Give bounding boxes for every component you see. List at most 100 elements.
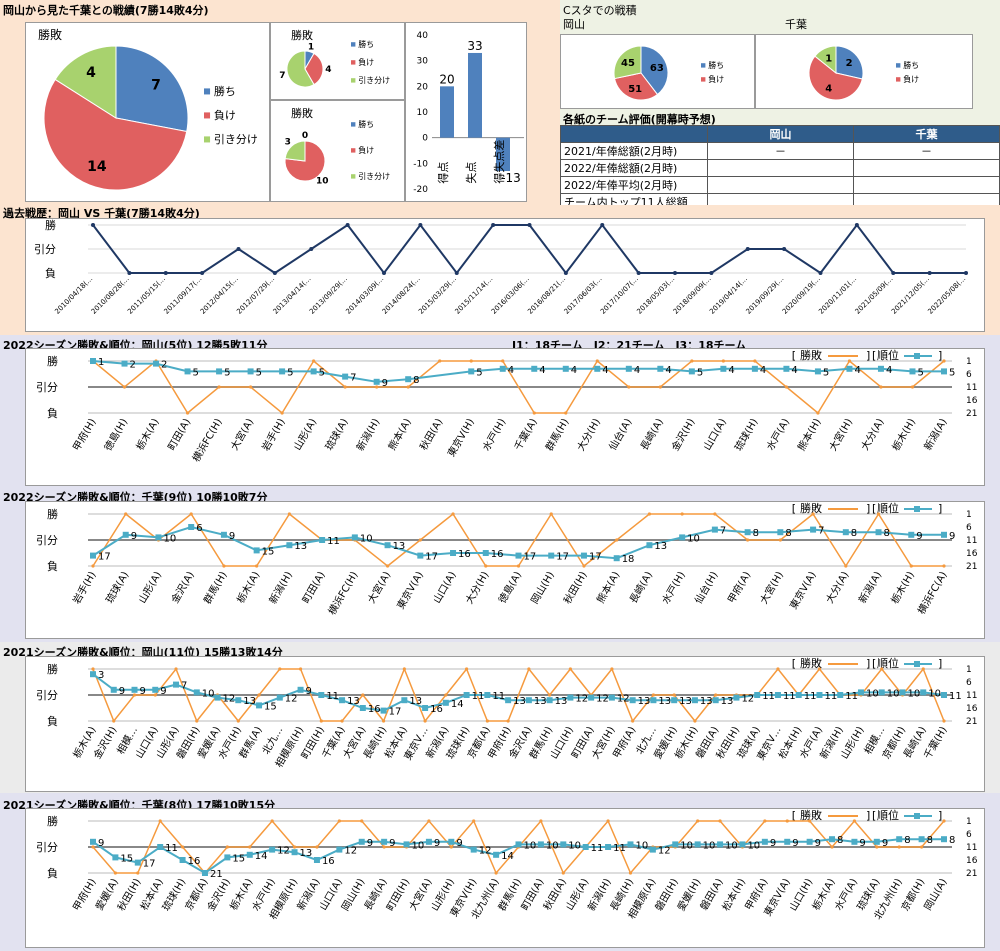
rank-point <box>657 365 664 372</box>
season-ylabel: 引分 <box>36 533 58 547</box>
season-box-1: [勝敗][順位] 勝引分負 1 6 11 16 21 1 2 2 5 5 5 5 5 7 9 8 5 4 4 4 4 4 4 5 4… <box>25 348 985 486</box>
match-label: 琉球(A) <box>103 569 132 606</box>
result-point <box>298 667 303 671</box>
history-point <box>636 271 641 275</box>
rank-point <box>739 841 746 848</box>
rank-label: 5 <box>823 367 829 378</box>
rank-label: 10 <box>887 688 900 699</box>
goal-bar-value: 20 <box>439 72 454 86</box>
rank-point <box>525 697 532 704</box>
result-point <box>91 845 95 849</box>
history-title: 過去戦歴：岡山 VS 千葉(7勝14敗4分) <box>3 207 200 220</box>
rank-label: 11 <box>949 691 962 702</box>
pie-slice <box>613 45 642 80</box>
rank-point <box>751 365 758 372</box>
result-point <box>195 719 199 723</box>
pie-slice <box>284 140 326 182</box>
rank-label: 12 <box>344 846 357 857</box>
rank-point <box>899 689 906 696</box>
history-date-label: 2020/11/01(… <box>817 275 858 316</box>
legend-label: 勝ち <box>358 39 374 49</box>
goal-bar-value: -13 <box>501 171 521 185</box>
rank-label: 10 <box>725 840 738 851</box>
history-point <box>345 223 350 227</box>
rank-label: 16 <box>322 856 335 867</box>
rank-label: 7 <box>818 526 824 537</box>
rank-point <box>562 365 569 372</box>
rank-point <box>220 531 227 538</box>
rank-point <box>754 692 761 698</box>
history-chart: 勝引分負2010/04/18(…2010/08/28(…2011/05/15(…… <box>34 218 968 316</box>
rank-point <box>134 859 141 866</box>
rank-label: 12 <box>575 694 588 705</box>
rank-point <box>484 692 491 698</box>
rank-point <box>688 368 695 375</box>
rank-point <box>594 365 601 372</box>
history-point <box>782 247 787 251</box>
match-label: 群馬(H) <box>542 416 571 453</box>
match-label: 千葉(A) <box>511 416 540 453</box>
rank-point <box>214 694 221 701</box>
match-label: 大分(H) <box>462 569 491 606</box>
bar-ytick-label: -10 <box>413 159 428 169</box>
result-point <box>312 359 316 363</box>
rank-label: 8 <box>904 835 910 846</box>
season-ylabel: 負 <box>47 867 58 880</box>
match-label: 山形(A) <box>136 569 164 605</box>
history-point <box>272 271 277 275</box>
rank-label: 4 <box>760 365 766 376</box>
legend-result-label: 勝敗 <box>800 349 822 362</box>
season-rank-tick: 1 <box>966 357 972 367</box>
rank-label: 15 <box>262 546 275 557</box>
eval-row-okayama: － <box>707 142 854 160</box>
result-point <box>879 385 883 389</box>
season-rank-tick: 6 <box>966 678 972 688</box>
rank-point <box>247 368 254 375</box>
rank-point <box>515 841 522 848</box>
rank-point <box>720 365 727 372</box>
season-rank-tick: 1 <box>966 665 972 675</box>
rank-label: 3 <box>98 670 104 681</box>
rank-label: 18 <box>622 554 635 565</box>
rank-point <box>608 694 615 701</box>
legend-swatch <box>896 77 901 82</box>
pie-slice-label: 2 <box>846 58 853 69</box>
rank-point <box>627 841 634 848</box>
rank-point <box>276 694 283 701</box>
rank-point <box>650 697 657 704</box>
eval-row-chiba <box>853 159 1000 177</box>
legend-bracket: ] <box>938 502 942 515</box>
result-point <box>343 385 347 389</box>
rank-point <box>173 681 180 688</box>
rank-point <box>873 838 880 845</box>
pie-slice-label: 1 <box>308 42 314 52</box>
result-point <box>423 719 427 723</box>
result-point <box>124 512 128 516</box>
legend-bracket: [ <box>872 349 876 362</box>
rank-point <box>359 705 366 711</box>
cstadium-okayama-box: 63 51 45 勝ち 負け <box>560 34 755 109</box>
rank-label: 13 <box>409 696 422 707</box>
pie-slice-label: 4 <box>825 83 832 94</box>
rank-point <box>131 686 138 693</box>
match-label: 栃木(H) <box>889 416 918 453</box>
legend-result-label: 勝敗 <box>800 657 822 670</box>
history-point <box>200 271 205 275</box>
result-point <box>658 385 662 389</box>
rank-label: 17 <box>556 552 569 563</box>
result-point <box>319 719 323 723</box>
result-point <box>582 564 586 568</box>
legend-bracket: ] <box>866 502 870 515</box>
history-date-label: 2010/04/18(… <box>53 275 94 316</box>
rank-point <box>373 378 380 385</box>
rank-point <box>318 692 325 698</box>
legend-label: 勝ち <box>358 119 374 129</box>
result-point <box>485 719 489 723</box>
rank-point <box>795 692 802 698</box>
result-point <box>406 385 410 389</box>
rank-label: 9 <box>306 686 312 697</box>
match-label: 新潟(A) <box>856 569 885 606</box>
legend-bracket: [ <box>792 809 796 822</box>
rank-label: 16 <box>188 856 201 867</box>
